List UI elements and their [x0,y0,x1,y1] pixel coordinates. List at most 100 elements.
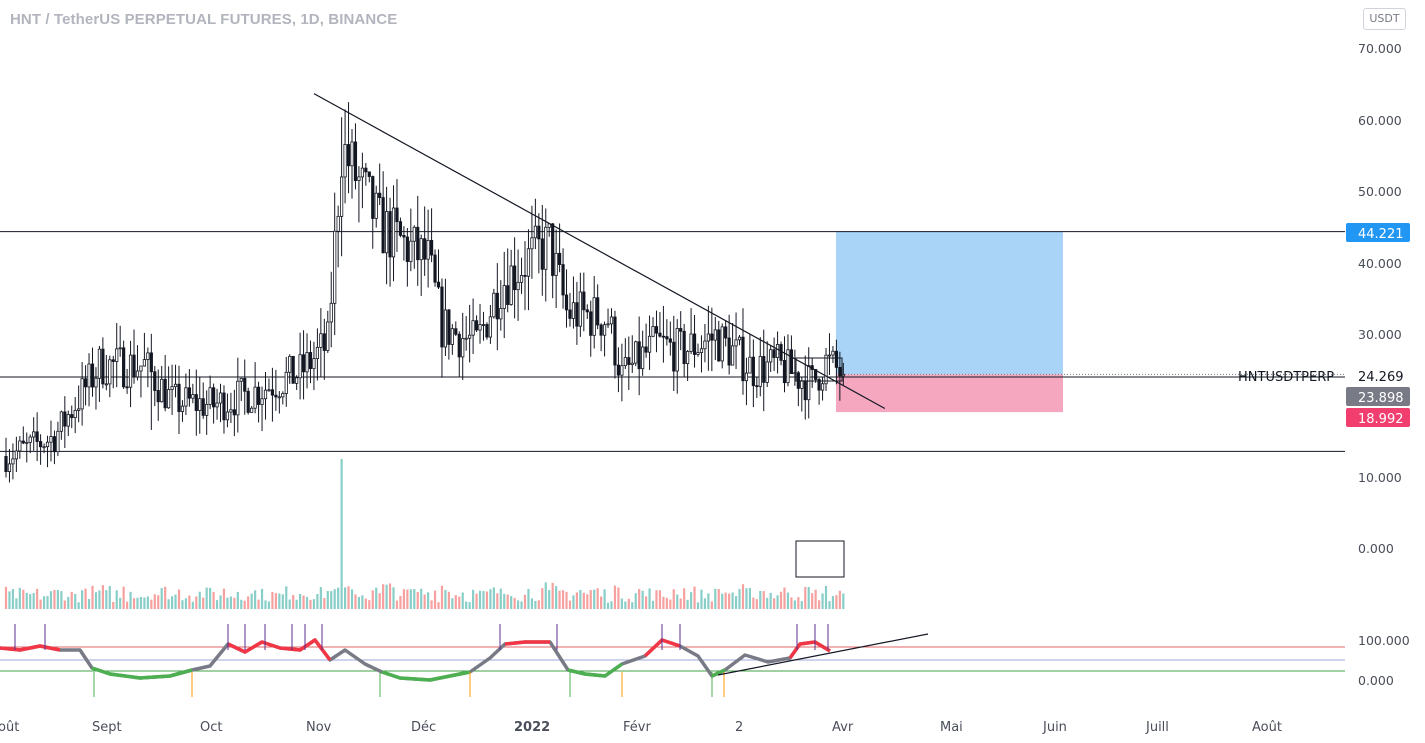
volume-bar [523,594,527,609]
volume-bar [627,598,630,609]
volume-bar [423,594,426,609]
candle-body [156,390,160,403]
volume-bar [292,595,295,609]
volume-bar [710,601,713,609]
volume-bar [361,595,364,609]
volume-bar [46,596,49,609]
volume-bar [731,592,734,609]
candle-body [589,311,593,336]
candle-body [654,326,659,334]
volume-bar [309,599,312,609]
oscillator-trendline [717,633,929,676]
volume-bar [793,600,796,609]
volume-bar [797,597,800,609]
volume-bar [555,586,558,609]
volume-bar [472,589,475,609]
candle-body [703,340,707,350]
volume-bar [288,599,291,609]
candle-body [762,356,766,383]
candle-body [755,385,759,388]
volume-bar [728,593,731,609]
candle-body [371,176,375,219]
candle-body [250,407,254,413]
volume-bar [136,597,139,609]
volume-bar [651,600,655,609]
candle-body [682,330,686,365]
volume-bar [267,601,271,609]
volume-bar [42,596,46,609]
candle-body [66,414,70,427]
last-price-label: 24.269 [1358,370,1404,385]
price-axis[interactable]: 70.000 60.000 50.000 40.000 30.000 10.00… [1238,41,1410,688]
candle-body [426,240,430,260]
candle-body [838,366,842,377]
volume-bar [831,596,835,609]
volume-bar [343,587,347,609]
candle-body [45,441,50,448]
price-tick: 50.000 [1358,184,1402,199]
volume-bar [36,588,39,609]
candle-body [374,192,378,219]
volume-bar [575,592,578,609]
volume-bar [700,589,703,609]
drawings [313,93,886,578]
candle-body [561,264,565,296]
volume-bar [544,582,547,609]
volume-bar [402,589,405,609]
candle-body [360,167,364,178]
volume-bar [703,598,707,609]
candle-body [616,364,621,376]
candle-body [312,358,316,370]
candle-body [146,352,150,360]
volume-bar [662,596,665,609]
volume-bar [67,596,70,609]
volume-bar [451,598,454,609]
candle-body [108,359,112,385]
candle-body [803,380,807,401]
volume-bar [631,602,634,609]
volume-bar [212,591,215,609]
candle-body [772,349,776,358]
volume-bar [330,591,333,609]
volume-bar [205,587,208,609]
volume-bar [60,591,63,609]
candle-body [689,333,693,352]
candle-body [758,356,762,387]
candle-body [558,252,562,265]
date-label: Juill [1145,720,1169,735]
volume-bar [606,602,610,609]
volume-bar [164,586,167,609]
time-axis[interactable]: oût Sept Oct Nov Déc 2022 Févr 2 Avr Mai… [0,720,1282,735]
volume-bar [683,588,686,609]
volume-bar [478,590,482,609]
volume-bar [312,599,316,609]
volume-bar [620,598,623,609]
volume-bar [247,596,250,609]
candle-body [111,359,115,362]
candle-body [720,326,724,362]
oscillator-overbought [788,640,831,660]
oscillator-pane [0,624,1345,697]
volume-bar [454,595,457,609]
volume-bar [18,587,21,609]
candle-body [443,309,448,348]
candle-body [225,411,230,421]
date-label: Févr [623,720,651,735]
volume-bar [821,593,824,609]
volume-bar [233,597,236,609]
candle-body [267,389,271,392]
candle-body [87,363,91,388]
candle-body [364,167,368,173]
consolidation-box [795,357,843,382]
volume-bar [603,589,606,609]
candle-body [537,225,541,240]
candle-body [128,354,133,388]
currency-button[interactable]: USDT [1363,8,1406,30]
candle-body [429,240,434,256]
volume-bar [814,589,817,609]
volume-bar [738,589,741,609]
entry-price-label: 23.898 [1358,391,1404,406]
volume-bar [98,590,101,609]
candle-body [551,223,555,276]
